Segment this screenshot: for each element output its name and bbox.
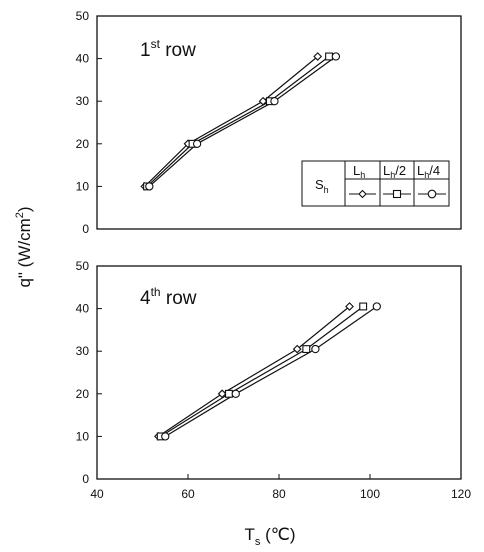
y-tick-label: 20 [76, 387, 90, 401]
data-point-circle [373, 303, 380, 310]
x-tick-label: 40 [90, 487, 104, 501]
x-axis-title-base: T [244, 525, 254, 544]
data-point-circle [232, 390, 239, 397]
legend-entry-2-rest: /2 [395, 163, 406, 178]
x-tick-label: 120 [451, 487, 471, 501]
data-point-circle [271, 98, 278, 105]
x-axis-title-rest: (℃) [260, 525, 295, 544]
upper-panel-label: 1st row [140, 37, 196, 61]
y-tick-label: 30 [76, 344, 90, 358]
lower-panel-label-rest: row [161, 288, 197, 309]
legend-entry-3-rest: /4 [429, 163, 440, 178]
y-axis-title-pre: q" (W/cm [15, 218, 34, 287]
series-line-square [161, 307, 364, 437]
legend-frame [302, 161, 449, 206]
legend-circle-marker [428, 190, 436, 198]
y-tick-label: 10 [76, 179, 90, 193]
lower-x-ticks: 40 60 80 100 120 [90, 474, 471, 501]
x-axis-title: Ts (℃) [244, 525, 295, 548]
x-tick-label: 100 [360, 487, 380, 501]
legend-row-label-base: S [315, 177, 324, 192]
data-point-square [360, 303, 367, 310]
legend: Sh Lh Lh/2 Lh/4 [302, 161, 449, 206]
data-point-square [226, 390, 233, 397]
lower-panel: 0 10 20 30 40 50 40 60 80 100 120 4th row [76, 259, 472, 501]
data-point-circle [332, 53, 339, 60]
y-tick-label: 40 [76, 52, 90, 66]
lower-panel-label-sup: th [151, 285, 161, 299]
legend-square-marker [394, 191, 401, 198]
upper-panel-label-rest: row [160, 40, 196, 61]
legend-entry-3-base: L [417, 163, 424, 178]
x-tick-label: 60 [181, 487, 195, 501]
series-line-circle [165, 307, 376, 437]
lower-y-ticks: 0 10 20 30 40 50 [76, 259, 102, 486]
data-point-square [303, 346, 310, 353]
upper-y-ticks: 0 10 20 30 40 50 [76, 9, 102, 236]
legend-entry-1-sub: h [360, 170, 365, 180]
data-point-square [326, 53, 333, 60]
y-axis-title: q" (W/cm2) [14, 206, 34, 287]
lower-series [155, 303, 381, 440]
legend-entry-1-base: L [353, 163, 360, 178]
y-tick-label: 10 [76, 429, 90, 443]
y-tick-label: 30 [76, 94, 90, 108]
lower-panel-label: 4th row [140, 285, 197, 309]
data-point-circle [146, 183, 153, 190]
y-tick-label: 50 [76, 9, 90, 23]
upper-panel-label-base: 1 [140, 40, 151, 61]
data-point-circle [162, 433, 169, 440]
lower-panel-label-base: 4 [140, 288, 151, 309]
legend-entry-3: Lh/4 [417, 163, 440, 180]
series-line-diamond [158, 307, 349, 437]
upper-panel: 0 10 20 30 40 50 1st row Sh Lh Lh/2 Lh/4 [76, 9, 461, 236]
data-point-circle [312, 345, 319, 352]
y-axis-title-post: ) [15, 206, 34, 212]
legend-entry-2-base: L [383, 163, 390, 178]
y-tick-label: 20 [76, 137, 90, 151]
y-tick-label: 0 [82, 472, 89, 486]
y-tick-label: 40 [76, 302, 90, 316]
data-point-circle [194, 140, 201, 147]
legend-row-label-sub: h [324, 185, 329, 195]
x-tick-label: 80 [272, 487, 286, 501]
y-tick-label: 50 [76, 259, 90, 273]
legend-entry-2: Lh/2 [383, 163, 406, 180]
y-tick-label: 0 [82, 222, 89, 236]
